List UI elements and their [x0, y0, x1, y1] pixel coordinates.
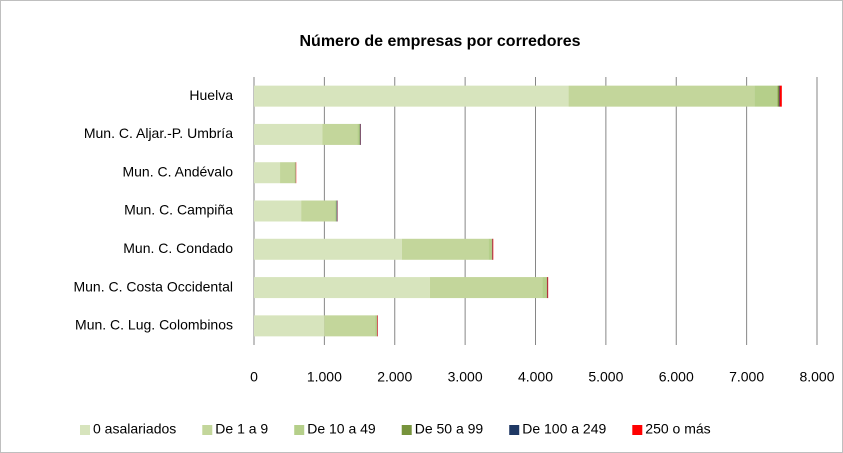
legend-label: De 10 a 49 — [307, 421, 376, 437]
y-tick-label: Mun. C. Costa Occidental — [73, 278, 233, 294]
bar-segment — [777, 85, 779, 107]
bar-segment — [254, 315, 325, 337]
legend-label: De 100 a 249 — [522, 421, 606, 437]
legend-swatch — [202, 425, 213, 435]
y-tick-label: Mun. C. Lug. Colombinos — [75, 317, 233, 333]
bar-segment — [254, 85, 569, 107]
bar-segment — [254, 238, 402, 260]
y-tick-label: Mun. C. Andévalo — [122, 163, 233, 179]
bar-segment — [254, 123, 323, 145]
legend-label: De 1 a 9 — [215, 421, 268, 437]
x-tick-label: 5.000 — [588, 369, 623, 385]
legend-label: 0 asalariados — [93, 421, 176, 437]
x-tick-label: 0 — [250, 369, 258, 385]
bar-segment — [778, 85, 780, 107]
legend-label: 250 o más — [645, 421, 710, 437]
bar-segment — [401, 238, 489, 260]
bar-segment — [336, 200, 338, 222]
legend-swatch — [632, 425, 643, 435]
bar-segment — [542, 277, 547, 299]
bar-segment — [547, 277, 549, 299]
y-tick-label: Mun. C. Condado — [123, 240, 233, 256]
bar-segment — [357, 123, 360, 145]
bar-segment — [568, 85, 755, 107]
legend-swatch — [401, 425, 412, 435]
x-tick-label: 7.000 — [729, 369, 764, 385]
x-tick-label: 1.000 — [307, 369, 342, 385]
y-tick-label: Mun. C. Campiña — [124, 202, 233, 218]
bar-segment — [488, 238, 492, 260]
bar-segment — [429, 277, 543, 299]
bar-segment — [359, 123, 361, 145]
x-tick-label: 8.000 — [799, 369, 834, 385]
bar-segment — [322, 123, 358, 145]
bar-segment — [280, 162, 295, 184]
x-tick-label: 6.000 — [659, 369, 694, 385]
bar-segment — [375, 315, 377, 337]
x-tick-label: 2.000 — [377, 369, 412, 385]
legend-swatch — [294, 425, 305, 435]
y-tick-label: Huelva — [189, 87, 233, 103]
bar-segment — [754, 85, 778, 107]
x-tick-label: 3.000 — [448, 369, 483, 385]
bar-segment — [254, 200, 302, 222]
bar-segment — [301, 200, 335, 222]
legend-swatch — [509, 425, 520, 435]
legend-label: De 50 a 99 — [415, 421, 484, 437]
bar-segment — [254, 277, 430, 299]
bar-segment — [334, 200, 337, 222]
bar-segment — [492, 238, 494, 260]
bar-segment — [779, 85, 782, 107]
y-tick-label: Mun. C. Aljar.-P. Umbría — [84, 125, 233, 141]
bar-segment — [324, 315, 376, 337]
legend-swatch — [80, 425, 90, 435]
bar-segment — [294, 162, 296, 184]
bar-segment — [254, 162, 281, 184]
x-tick-label: 4.000 — [518, 369, 553, 385]
chart-title: Número de empresas por corredores — [300, 33, 581, 50]
